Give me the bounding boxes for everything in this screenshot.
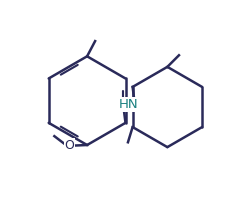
Text: O: O (65, 139, 75, 152)
Text: HN: HN (119, 98, 139, 111)
